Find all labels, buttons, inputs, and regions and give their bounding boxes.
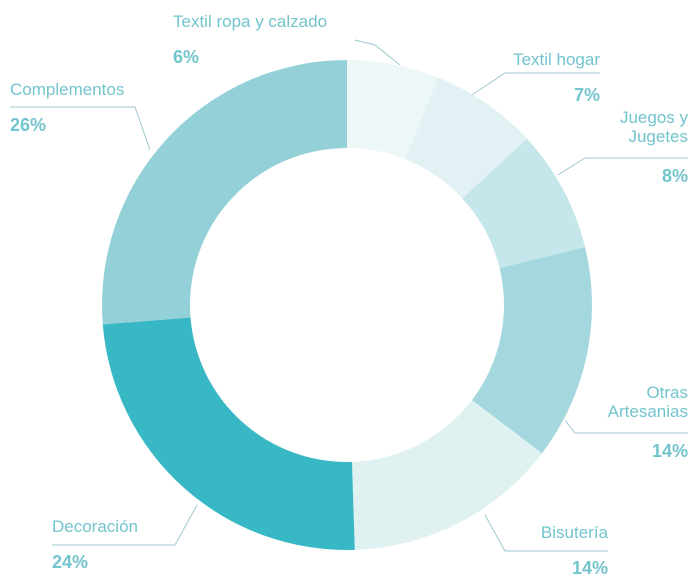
slice (405, 77, 527, 199)
category-label: Juegos y Jugetes (619, 108, 688, 146)
slice-label: Complementos 26% (10, 80, 160, 135)
category-label: Textil hogar (513, 50, 600, 69)
category-label: Bisutería (540, 523, 608, 542)
slice (102, 60, 347, 325)
slice (462, 138, 586, 268)
value-label: 14% (571, 558, 608, 578)
category-label: Textil ropa y calzado (173, 12, 328, 31)
leader-line (354, 39, 401, 66)
value-label: 26% (10, 115, 47, 135)
value-label: 6% (173, 47, 200, 67)
slice-label: Otras Artesanias 14% (578, 383, 688, 461)
slice-label: Bisutería 14% (458, 523, 608, 578)
slice-label: Textil hogar 7% (450, 50, 600, 105)
leader-line (564, 419, 688, 434)
value-label: 24% (52, 552, 89, 572)
slice-label: Decoración 24% (52, 517, 202, 572)
category-label: Decoración (52, 517, 138, 536)
category-label: Otras Artesanias (607, 383, 688, 421)
slice-label: Juegos y Jugetes 8% (578, 108, 688, 186)
leader-lines (10, 39, 688, 552)
leader-line (10, 106, 151, 151)
value-label: 7% (573, 85, 600, 105)
slice (347, 60, 439, 160)
slice (471, 247, 592, 454)
leader-line (52, 504, 198, 546)
slice (351, 400, 542, 550)
category-label: Complementos (10, 80, 125, 99)
leader-line (471, 72, 600, 96)
value-label: 8% (661, 166, 688, 186)
value-label: 14% (651, 441, 688, 461)
slice-label: Textil ropa y calzado 6% (173, 12, 373, 67)
slice (102, 317, 355, 550)
leader-line (484, 514, 608, 552)
leader-line (557, 157, 688, 176)
